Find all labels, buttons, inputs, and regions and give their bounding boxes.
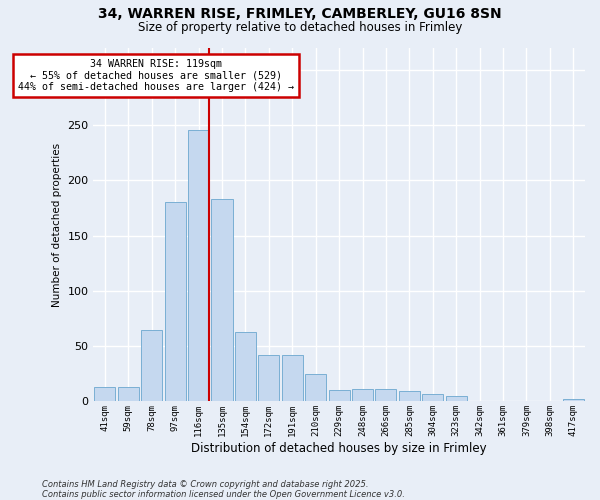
Bar [282,355,303,402]
Bar [563,399,584,402]
Bar [211,199,233,402]
X-axis label: Distribution of detached houses by size in Frimley: Distribution of detached houses by size … [191,442,487,455]
Bar [422,394,443,402]
Bar [352,390,373,402]
Bar [118,387,139,402]
Text: Size of property relative to detached houses in Frimley: Size of property relative to detached ho… [138,21,462,34]
Text: Contains HM Land Registry data © Crown copyright and database right 2025.: Contains HM Land Registry data © Crown c… [42,480,368,489]
Bar [164,202,186,402]
Text: 34 WARREN RISE: 119sqm
← 55% of detached houses are smaller (529)
44% of semi-de: 34 WARREN RISE: 119sqm ← 55% of detached… [19,58,295,92]
Bar [305,374,326,402]
Bar [399,392,420,402]
Text: 34, WARREN RISE, FRIMLEY, CAMBERLEY, GU16 8SN: 34, WARREN RISE, FRIMLEY, CAMBERLEY, GU1… [98,8,502,22]
Bar [376,390,397,402]
Bar [259,355,280,402]
Bar [446,396,467,402]
Text: Contains public sector information licensed under the Open Government Licence v3: Contains public sector information licen… [42,490,405,499]
Bar [141,330,162,402]
Bar [188,130,209,402]
Bar [235,332,256,402]
Bar [94,387,115,402]
Bar [329,390,350,402]
Y-axis label: Number of detached properties: Number of detached properties [52,142,62,306]
